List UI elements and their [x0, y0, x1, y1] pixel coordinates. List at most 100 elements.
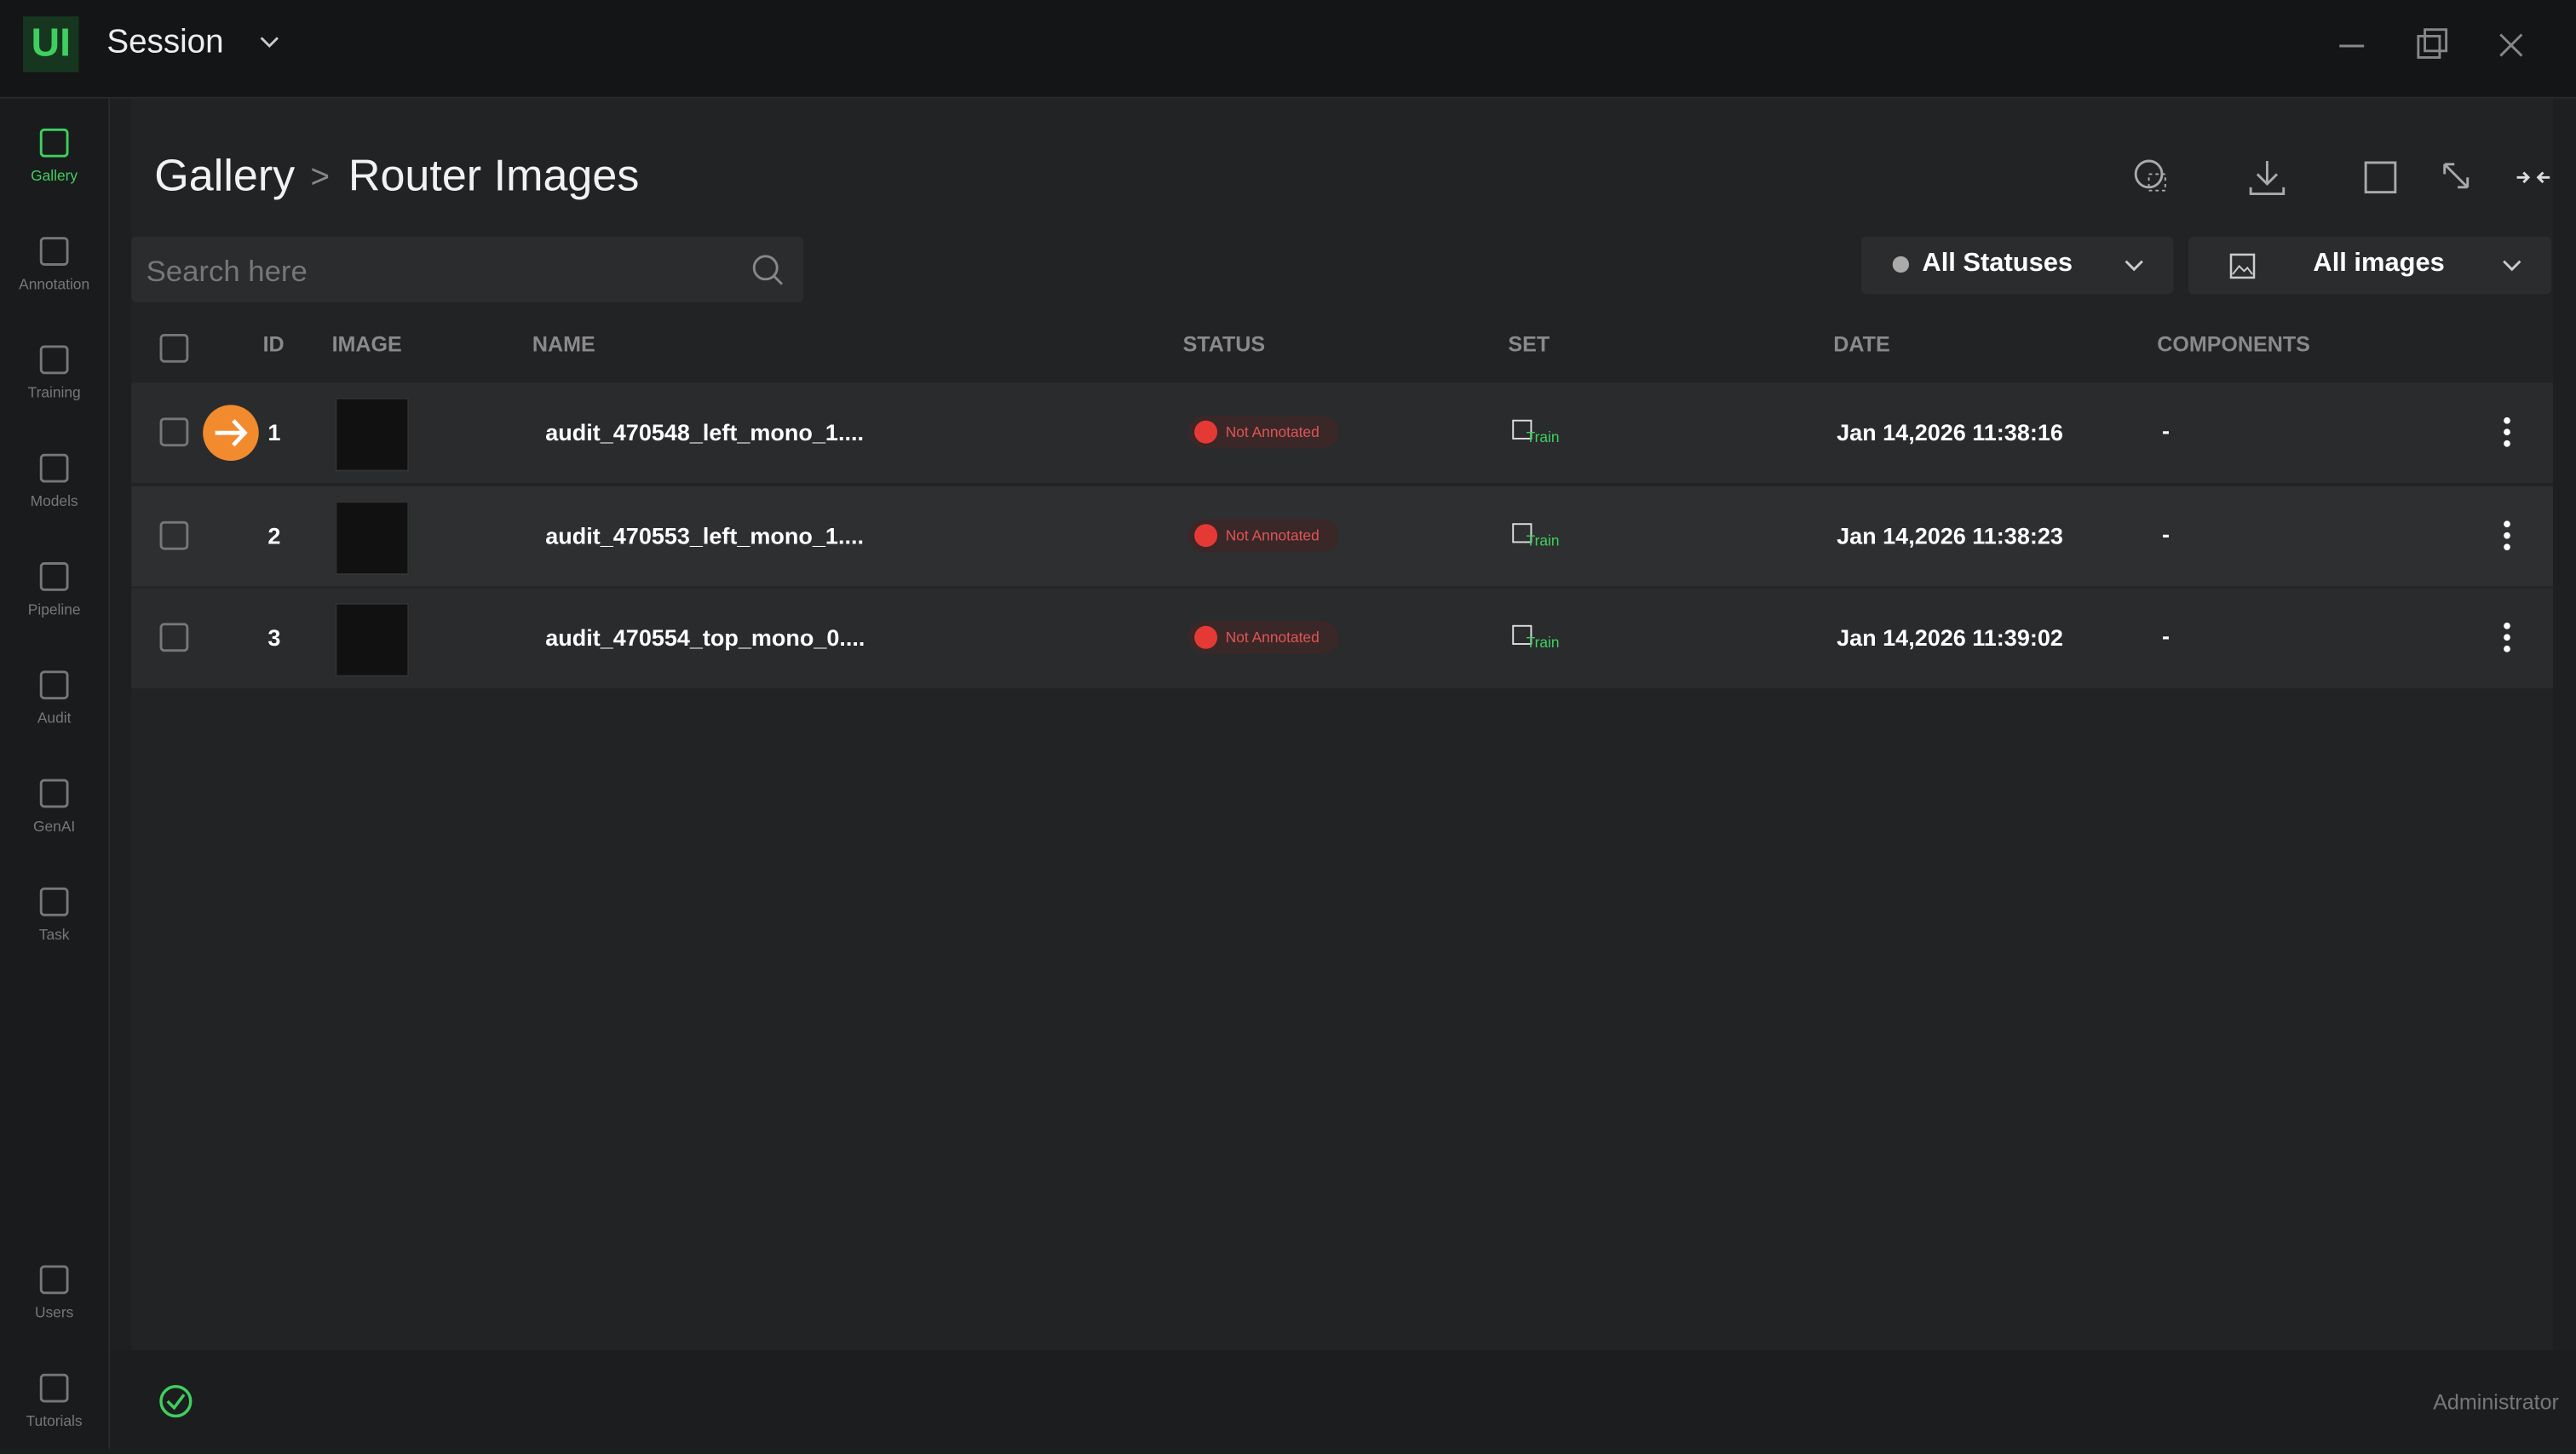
status-dot — [1194, 625, 1218, 658]
row-name[interactable]: audit_470548_left_mono_1.... — [545, 418, 864, 445]
image-filter[interactable]: All images — [2188, 236, 2552, 295]
chevron — [2503, 260, 2521, 272]
status-check — [159, 1384, 193, 1418]
window-controls[interactable] — [2339, 28, 2536, 60]
column-header: SET — [1508, 331, 1550, 357]
sidebar-icon — [37, 343, 71, 384]
set-label: Train — [1526, 428, 1560, 445]
sidebar: Gallery Annotation Training Models Pipeline A… — [0, 98, 111, 1449]
image-icon — [2229, 253, 2256, 279]
sidebar-icon — [37, 235, 71, 276]
sidebar-label: Annotation — [19, 275, 90, 293]
sidebar-item[interactable]: Tutorials — [0, 1371, 108, 1453]
sidebar-label: GenAI — [33, 818, 76, 835]
status-filter[interactable]: All Statuses — [1861, 236, 2174, 295]
status-dot — [1194, 523, 1218, 555]
row-checkbox[interactable] — [159, 623, 189, 660]
row-menu[interactable] — [2502, 520, 2512, 557]
sidebar-item[interactable]: Models — [0, 451, 108, 533]
thumbnail — [335, 500, 410, 575]
title-bar: UI Session — [0, 0, 2576, 99]
table-row: 2 audit_470553_left_mono_1.... Not Annotat… — [131, 485, 2553, 586]
logo: UI — [22, 16, 79, 72]
sidebar-item[interactable]: Training — [0, 343, 108, 425]
sidebar-icon — [37, 1371, 71, 1412]
sidebar-item[interactable]: Gallery — [0, 126, 108, 208]
sidebar-label: Models — [30, 492, 78, 509]
select-all-checkbox[interactable] — [159, 333, 189, 371]
sidebar-label: Pipeline — [27, 601, 81, 618]
row-components: - — [2161, 520, 2171, 547]
row-name[interactable]: audit_470553_left_mono_1.... — [545, 521, 864, 549]
set-label: Train — [1526, 531, 1560, 549]
row-components: - — [2161, 622, 2171, 649]
sidebar-label: Gallery — [31, 167, 78, 184]
row-id: 3 — [267, 624, 281, 651]
search-placeholder: Search here — [146, 254, 308, 288]
sidebar-item[interactable]: Audit — [0, 669, 108, 750]
sidebar-item[interactable]: Pipeline — [0, 560, 108, 642]
column-header: COMPONENTS — [2157, 331, 2310, 357]
sidebar-icon — [37, 885, 71, 926]
sidebar-item[interactable]: Annotation — [0, 235, 108, 317]
sidebar-label: Tutorials — [26, 1412, 83, 1429]
sidebar-icon — [37, 777, 71, 818]
status-pill: Not Annotated — [1187, 415, 1339, 452]
row-components: - — [2161, 417, 2171, 444]
set-icon — [1511, 624, 1534, 656]
column-header: STATUS — [1182, 331, 1266, 357]
sidebar-icon — [37, 669, 71, 710]
sidebar-item[interactable]: GenAI — [0, 777, 108, 859]
column-header: ID — [262, 331, 285, 357]
row-date: Jan 14,2026 11:38:16 — [1837, 418, 2063, 445]
status-dot — [1892, 256, 1909, 273]
status-dot — [1194, 420, 1218, 452]
table-row: 1 audit_470548_left_mono_1.... Not Annotat… — [131, 382, 2553, 483]
status-filter-label: All Statuses — [1922, 250, 2073, 278]
session-title[interactable]: Session — [106, 24, 224, 61]
main — [110, 98, 2576, 1351]
user-label: Administrator — [2433, 1389, 2559, 1415]
status-label: Not Annotated — [1225, 526, 1320, 543]
row-menu[interactable] — [2502, 417, 2512, 455]
search-icon[interactable] — [752, 255, 785, 288]
row-name[interactable]: audit_470554_top_mono_0.... — [545, 624, 865, 651]
sidebar-item[interactable]: Users — [0, 1263, 108, 1345]
sidebar-icon — [37, 560, 71, 601]
sidebar-icon — [37, 451, 71, 492]
row-date: Jan 14,2026 11:38:23 — [1837, 521, 2063, 549]
set-icon — [1511, 521, 1534, 553]
status-pill: Not Annotated — [1187, 620, 1339, 654]
set-icon — [1511, 419, 1534, 451]
content-panel — [131, 98, 2553, 1351]
sidebar-icon — [37, 126, 71, 167]
sidebar-label: Task — [38, 926, 70, 943]
table-row: 3 audit_470554_top_mono_0.... Not Annotate… — [131, 588, 2553, 689]
column-header: DATE — [1833, 331, 1890, 357]
breadcrumb-separator: > — [310, 159, 331, 196]
status-label: Not Annotated — [1225, 629, 1320, 646]
chevron[interactable] — [260, 36, 279, 49]
column-header: IMAGE — [331, 331, 402, 357]
row-id: 2 — [267, 521, 281, 549]
sidebar-label: Audit — [37, 710, 72, 727]
breadcrumb-parent[interactable]: Gallery — [154, 151, 296, 201]
sidebar-icon — [37, 1263, 71, 1304]
table: ID IMAGE NAME STATUS SET DATE COMPONENTS 1 audit… — [131, 315, 2553, 693]
thumbnail — [335, 602, 410, 677]
search-box[interactable]: Search here — [131, 236, 804, 302]
status-label: Not Annotated — [1225, 423, 1320, 440]
sidebar-item[interactable]: Task — [0, 885, 108, 967]
row-checkbox[interactable] — [159, 417, 189, 455]
breadcrumb-current: Router Images — [348, 151, 640, 201]
sidebar-label: Users — [34, 1304, 74, 1321]
row-checkbox[interactable] — [159, 520, 189, 557]
row-menu[interactable] — [2502, 622, 2512, 660]
chevron — [2125, 260, 2143, 272]
image-filter-label: All images — [2313, 250, 2445, 278]
set-label: Train — [1526, 634, 1560, 651]
toolbar-icons[interactable] — [2132, 158, 2559, 200]
row-date: Jan 14,2026 11:39:02 — [1837, 624, 2063, 651]
status-pill: Not Annotated — [1187, 518, 1339, 552]
